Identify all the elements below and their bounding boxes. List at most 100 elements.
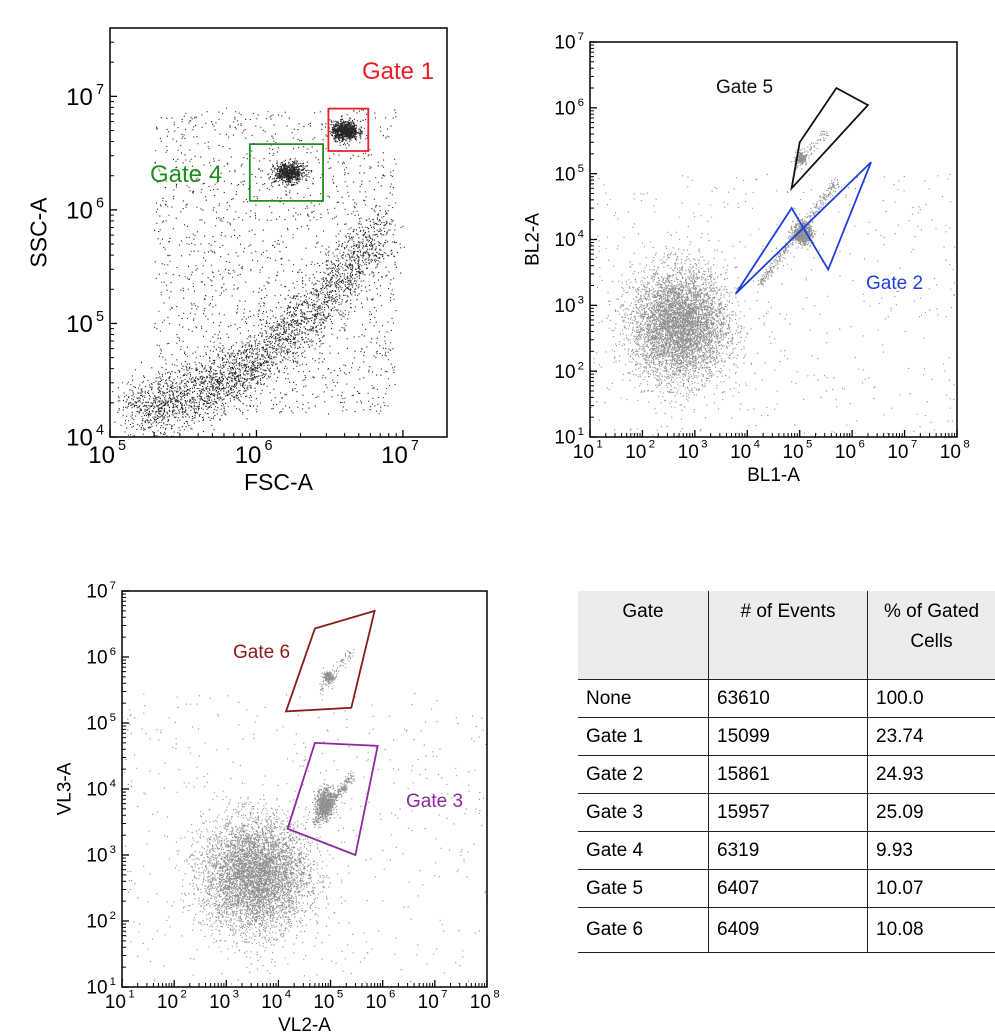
cell: Gate 1 [578, 717, 709, 756]
table-row: Gate 5 6407 10.07 [578, 869, 995, 908]
y-tick-label: 10 [554, 296, 575, 317]
event-points [110, 107, 405, 438]
gate-label: Gate 3 [406, 791, 463, 812]
y-tick-label: 10 [66, 424, 93, 451]
cell: 100.0 [867, 679, 995, 718]
cell: 9.93 [867, 831, 995, 870]
y-tick-label: 10 [554, 362, 575, 383]
event-points [122, 649, 488, 988]
cell: Gate 4 [578, 831, 709, 870]
x-tick-exponent: 4 [754, 438, 760, 450]
header-gate: Gate [578, 591, 709, 680]
cell: 24.93 [867, 755, 995, 794]
y-axis-label: SSC-A [25, 197, 51, 268]
x-tick-label: 10 [365, 992, 386, 1013]
y-tick-exponent: 1 [110, 976, 116, 988]
x-tick-exponent: 4 [285, 988, 291, 1000]
y-tick-exponent: 6 [96, 196, 104, 212]
x-tick-label: 10 [835, 442, 856, 463]
x-tick-label: 10 [887, 442, 908, 463]
gate-statistics-table: Gate # of Events % of Gated Cells None 636… [578, 591, 995, 953]
y-tick-label: 10 [86, 780, 107, 801]
y-tick-label: 10 [66, 311, 93, 338]
x-tick-exponent: 6 [858, 438, 864, 450]
x-tick-label: 10 [782, 442, 803, 463]
cell: 25.09 [867, 793, 995, 832]
x-tick-exponent: 7 [411, 438, 419, 454]
x-tick-label: 10 [381, 442, 408, 469]
x-tick-label: 10 [105, 992, 126, 1013]
y-tick-label: 10 [554, 230, 575, 251]
table-row: Gate 2 15861 24.93 [578, 755, 995, 794]
x-tick-label: 10 [157, 992, 178, 1013]
cell: 6319 [708, 831, 868, 870]
gate-label: Gate 4 [150, 161, 222, 188]
plot-frame [589, 41, 958, 438]
y-tick-label: 10 [86, 582, 107, 603]
x-tick-exponent: 6 [389, 988, 395, 1000]
x-tick-exponent: 3 [233, 988, 239, 1000]
scatter-plot-2: 10 1 10 2 10 3 10 4 10 5 10 6 10 7 10 810 110 210 310 410 51… [522, 31, 969, 486]
table-header-row: Gate # of Events % of Gated Cells [578, 591, 995, 680]
gate-polygon [790, 86, 870, 192]
x-tick-exponent: 8 [963, 438, 969, 450]
y-tick-exponent: 5 [578, 163, 584, 175]
x-tick-exponent: 1 [596, 438, 602, 450]
y-tick-label: 10 [86, 846, 107, 867]
y-tick-exponent: 4 [578, 229, 584, 241]
gate-label: Gate 5 [716, 77, 773, 98]
x-tick-label: 10 [418, 992, 439, 1013]
y-tick-exponent: 4 [96, 423, 104, 439]
y-tick-exponent: 7 [110, 580, 116, 592]
cell: Gate 6 [578, 907, 709, 953]
x-tick-label: 10 [209, 992, 230, 1013]
x-tick-exponent: 5 [806, 438, 812, 450]
y-tick-exponent: 5 [110, 712, 116, 724]
gate-polygon [284, 609, 376, 713]
cell: 15099 [708, 717, 868, 756]
x-tick-label: 10 [470, 992, 491, 1013]
y-tick-exponent: 4 [110, 778, 116, 790]
y-tick-label: 10 [554, 164, 575, 185]
y-tick-exponent: 1 [578, 426, 584, 438]
x-tick-exponent: 7 [441, 988, 447, 1000]
plot-frame [109, 27, 448, 438]
plot-frame [121, 590, 488, 988]
table-row: Gate 1 15099 23.74 [578, 717, 995, 756]
gate-polygon [327, 107, 370, 152]
cell: 10.07 [867, 869, 995, 908]
y-axis-label: VL3-A [54, 762, 75, 815]
y-tick-exponent: 7 [96, 82, 104, 98]
y-tick-exponent: 5 [96, 309, 104, 325]
x-tick-exponent: 2 [180, 988, 186, 1000]
x-tick-exponent: 7 [911, 438, 917, 450]
gate-label: Gate 1 [362, 58, 434, 85]
cell: 15861 [708, 755, 868, 794]
x-tick-exponent: 5 [337, 988, 343, 1000]
gate-label: Gate 6 [233, 642, 290, 663]
cell: 23.74 [867, 717, 995, 756]
cell: None [578, 679, 709, 718]
gate-label: Gate 2 [866, 273, 923, 294]
y-axis-label: BL2-A [522, 213, 543, 266]
x-tick-exponent: 3 [701, 438, 707, 450]
x-tick-label: 10 [235, 442, 262, 469]
x-tick-exponent: 1 [128, 988, 134, 1000]
y-tick-label: 10 [66, 84, 93, 111]
cell: 15957 [708, 793, 868, 832]
x-tick-label: 10 [88, 442, 115, 469]
y-tick-label: 10 [86, 978, 107, 999]
y-tick-exponent: 3 [110, 844, 116, 856]
x-tick-exponent: 5 [118, 438, 126, 454]
y-tick-exponent: 3 [578, 294, 584, 306]
x-tick-exponent: 2 [649, 438, 655, 450]
scatter-plot-3: 10 1 10 2 10 3 10 4 10 5 10 6 10 7 10 810 110 210 310 410 51… [54, 580, 499, 1033]
cell: 63610 [708, 679, 868, 718]
x-tick-label: 10 [940, 442, 961, 463]
y-tick-label: 10 [554, 428, 575, 449]
y-tick-label: 10 [86, 912, 107, 933]
y-tick-label: 10 [554, 33, 575, 54]
cell: 6407 [708, 869, 868, 908]
